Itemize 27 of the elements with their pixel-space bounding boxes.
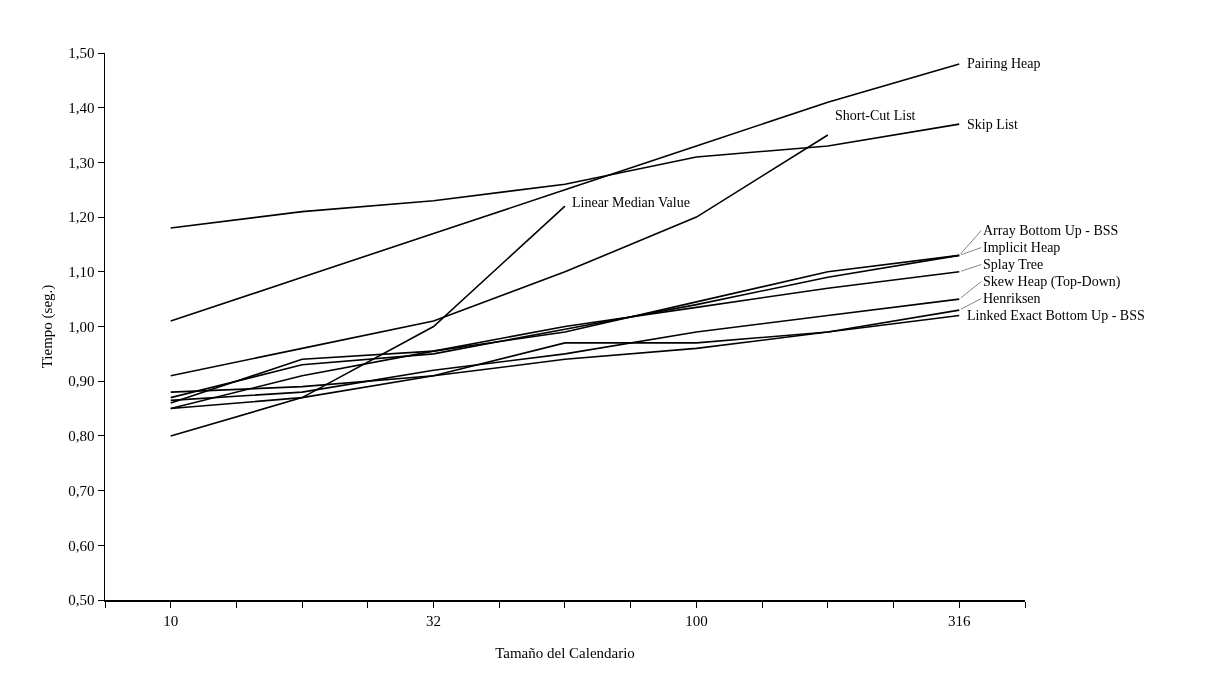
x-tick-label: 10 xyxy=(163,612,179,629)
y-tick-label: 0,60 xyxy=(68,537,95,554)
y-tick-label: 1,10 xyxy=(68,264,95,281)
series-label: Pairing Heap xyxy=(967,56,1041,71)
series-label: Short-Cut List xyxy=(835,108,916,123)
y-tick-label: 1,20 xyxy=(68,209,95,226)
y-tick-label: 0,50 xyxy=(68,592,95,609)
y-tick-label: 0,70 xyxy=(68,482,95,499)
y-tick-label: 1,00 xyxy=(68,318,95,335)
text: Array Bottom Up - BSS xyxy=(983,223,1119,238)
series-label: Linear Median Value xyxy=(572,195,690,210)
y-tick-label: 0,90 xyxy=(68,373,95,390)
y-axis-title: Tiempo (seg.) xyxy=(38,284,56,369)
y-tick-label: 0,80 xyxy=(68,428,95,445)
series-label: Splay Tree xyxy=(983,257,1044,272)
y-tick-label: 1,50 xyxy=(68,45,95,62)
y-tick-label: 1,40 xyxy=(68,99,95,116)
x-tick-label: 32 xyxy=(426,612,442,629)
series-label: Skew Heap (Top-Down) xyxy=(983,274,1121,290)
x-tick-label: 100 xyxy=(685,612,708,629)
series-label: Linked Exact Bottom Up - BSS xyxy=(967,308,1145,323)
series-label: Implicit Heap xyxy=(983,240,1061,255)
x-tick-label: 316 xyxy=(948,612,972,629)
series-label: Skip List xyxy=(967,117,1019,132)
x-axis-title: Tamaño del Calendario xyxy=(495,645,635,662)
series-label: Henriksen xyxy=(983,291,1041,306)
y-tick-label: 1,30 xyxy=(68,154,95,171)
